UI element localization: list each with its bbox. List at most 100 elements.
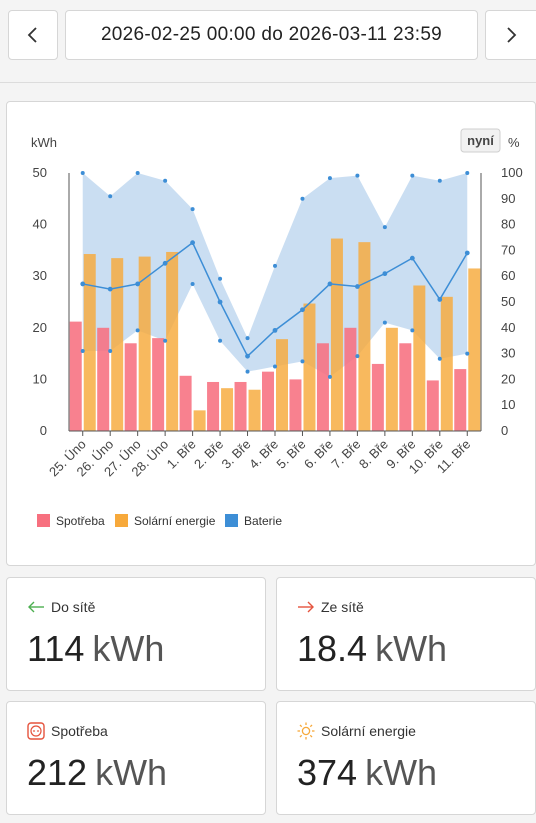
battery-max-point bbox=[108, 194, 113, 199]
consumption-bar bbox=[316, 343, 329, 431]
y-tick-label: 0 bbox=[40, 423, 47, 438]
consumption-unit: kWh bbox=[95, 752, 168, 793]
battery-point bbox=[272, 327, 278, 333]
consumption-bar bbox=[124, 343, 137, 431]
solar-bar bbox=[193, 410, 206, 431]
solar-bar bbox=[385, 327, 398, 431]
x-tick-label: 7. Bře bbox=[328, 437, 363, 472]
battery-point bbox=[382, 271, 388, 277]
chevron-left-icon bbox=[27, 27, 37, 43]
battery-point bbox=[135, 281, 141, 287]
solar-bar bbox=[221, 388, 234, 431]
consumption-bar bbox=[454, 369, 467, 431]
date-range-text: 2026-02-25 00:00 do 2026-03-11 23:59 bbox=[100, 24, 443, 45]
arrow-right-icon bbox=[298, 601, 314, 613]
solar-bar bbox=[303, 303, 316, 431]
battery-min-point bbox=[163, 338, 168, 343]
y2-tick-label: 80 bbox=[501, 217, 515, 232]
solar-value: 374 bbox=[297, 752, 358, 793]
x-tick-label: 4. Bře bbox=[246, 437, 281, 472]
battery-max-point bbox=[300, 196, 305, 201]
battery-min-point bbox=[273, 364, 277, 369]
solar-bar bbox=[83, 254, 96, 431]
battery-min-point bbox=[190, 281, 195, 286]
to-grid-card: Do sítě 114 kWh bbox=[6, 577, 266, 691]
x-tick-label: 6. Bře bbox=[301, 437, 336, 472]
to-grid-unit: kWh bbox=[92, 628, 165, 669]
consumption-value: 212 bbox=[27, 752, 88, 793]
battery-max-point bbox=[437, 178, 442, 183]
battery-min-point bbox=[382, 320, 387, 325]
date-range-selector[interactable]: 2026-02-25 00:00 do 2026-03-11 23:59 bbox=[65, 10, 478, 60]
consumption-card: Spotřeba 212 kWh bbox=[6, 701, 266, 815]
battery-min-point bbox=[327, 374, 332, 379]
now-button[interactable]: nyní bbox=[467, 133, 494, 148]
battery-point bbox=[300, 307, 305, 313]
consumption-bar bbox=[399, 343, 412, 431]
battery-max-point bbox=[80, 171, 85, 175]
battery-min-point bbox=[245, 369, 250, 374]
battery-range-band bbox=[82, 173, 468, 377]
consumption-bar bbox=[262, 371, 274, 431]
battery-point bbox=[437, 297, 443, 302]
y2-tick-label: 30 bbox=[501, 346, 515, 361]
solar-bar bbox=[358, 242, 371, 431]
y2-tick-label: 0 bbox=[501, 423, 508, 438]
y2-tick-label: 60 bbox=[501, 268, 515, 283]
y-tick-label: 50 bbox=[33, 165, 47, 180]
consumption-label: Spotřeba bbox=[51, 723, 108, 739]
x-tick-label: 1. Bře bbox=[164, 437, 199, 472]
consumption-bar bbox=[179, 375, 192, 431]
battery-point bbox=[327, 281, 333, 287]
battery-point bbox=[107, 286, 113, 292]
battery-max-point bbox=[410, 173, 415, 178]
battery-point bbox=[80, 281, 86, 287]
solar-bar bbox=[440, 296, 453, 431]
consumption-bar bbox=[207, 381, 220, 431]
battery-point bbox=[464, 250, 470, 256]
consumption-bar bbox=[289, 379, 302, 431]
to-grid-label: Do sítě bbox=[51, 599, 96, 615]
legend-swatch bbox=[115, 514, 128, 527]
battery-min-point bbox=[355, 354, 360, 359]
x-tick-label: 5. Bře bbox=[273, 437, 308, 472]
battery-min-point bbox=[465, 351, 470, 356]
solar-bar bbox=[276, 339, 288, 431]
sun-icon bbox=[297, 722, 315, 740]
battery-point bbox=[217, 299, 223, 305]
legend-label: Baterie bbox=[244, 514, 282, 528]
from-grid-unit: kWh bbox=[375, 628, 448, 669]
y2-tick-label: 90 bbox=[501, 191, 515, 206]
solar-bar bbox=[413, 285, 426, 431]
y2-tick-label: 40 bbox=[501, 320, 515, 335]
y-tick-label: 30 bbox=[33, 268, 47, 283]
from-grid-card: Ze sítě 18.4 kWh bbox=[276, 577, 536, 691]
legend-swatch bbox=[37, 514, 50, 527]
legend-label: Spotřeba bbox=[56, 514, 105, 528]
battery-min-point bbox=[108, 349, 113, 354]
solar-bar bbox=[468, 268, 481, 431]
from-grid-value: 18.4 bbox=[297, 628, 368, 669]
legend-swatch bbox=[225, 514, 238, 527]
energy-chart-card: 0 10 20 30 40 50 0 10 20 30 40 50 60 70 80 90 100 25. Úno… bbox=[6, 101, 536, 566]
solar-bar bbox=[330, 238, 343, 431]
y2-tick-label: 10 bbox=[501, 397, 515, 412]
solar-label: Solární energie bbox=[321, 723, 416, 739]
now-button-bg bbox=[460, 128, 501, 153]
x-tick-label: 8. Bře bbox=[356, 437, 391, 472]
battery-min-point bbox=[437, 356, 442, 361]
battery-point bbox=[162, 260, 168, 266]
battery-point bbox=[409, 255, 415, 261]
battery-max-point bbox=[163, 178, 168, 183]
solar-unit: kWh bbox=[365, 752, 438, 793]
previous-period-button[interactable] bbox=[8, 10, 58, 60]
header-divider bbox=[0, 82, 536, 83]
consumption-bar bbox=[97, 327, 110, 431]
next-period-button[interactable] bbox=[485, 10, 536, 60]
solar-bar bbox=[111, 258, 124, 431]
y2-tick-label: 100 bbox=[501, 165, 523, 180]
legend-label: Solární energie bbox=[134, 514, 216, 528]
battery-point bbox=[190, 240, 196, 246]
battery-max-point bbox=[135, 171, 140, 175]
